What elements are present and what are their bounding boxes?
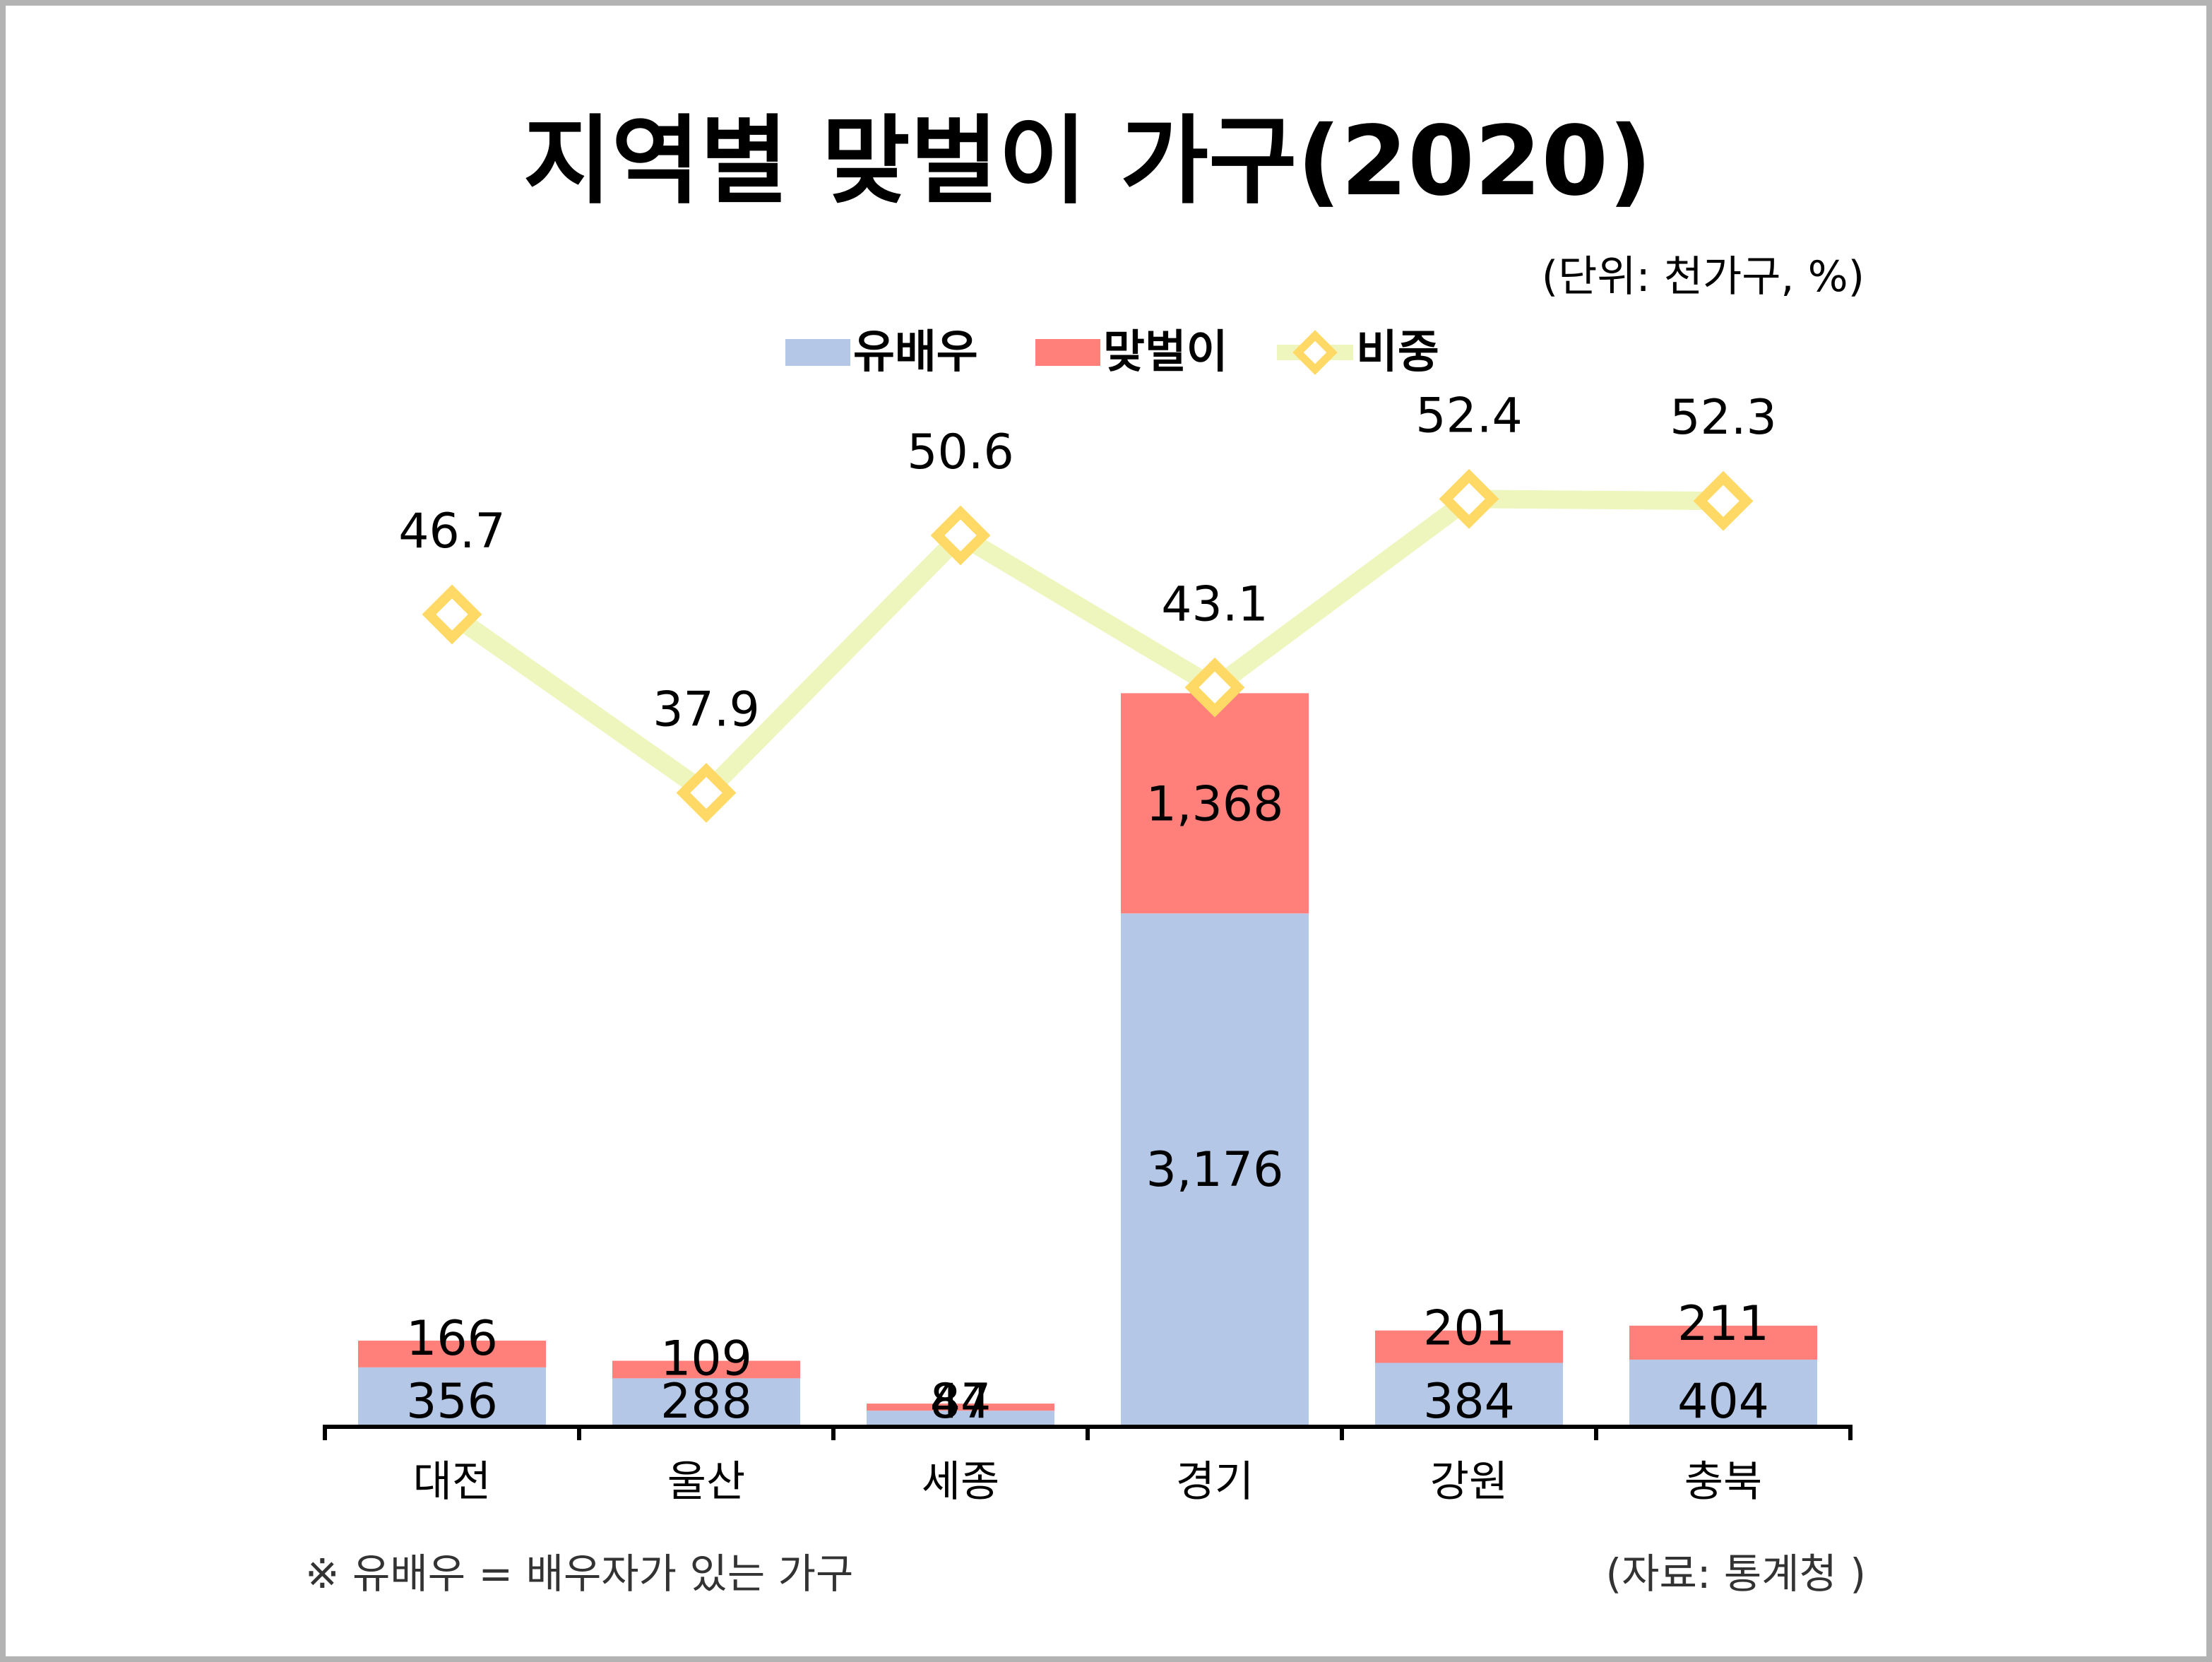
label-dual-income-0: 166 xyxy=(406,1311,498,1367)
share-label-5: 52.3 xyxy=(1670,390,1776,446)
x-tick-label-5: 충북 xyxy=(1684,1457,1762,1507)
label-dual-income-1: 109 xyxy=(660,1331,752,1387)
label-dual-income-5: 211 xyxy=(1677,1296,1769,1352)
share-marker-5 xyxy=(1693,470,1754,531)
unit-label: (단위: 천가구, %) xyxy=(1542,252,1865,302)
label-dual-income-3: 1,368 xyxy=(1146,776,1284,832)
legend-label-share: 비중 xyxy=(1356,326,1439,379)
bar-married-2 xyxy=(867,1411,1054,1425)
share-label-0: 46.7 xyxy=(398,504,505,559)
label-married-1: 288 xyxy=(660,1374,752,1430)
share-marker-1 xyxy=(676,763,737,823)
bar-married-1 xyxy=(612,1378,800,1425)
legend-label-dual-income: 맞벌이 xyxy=(1103,326,1228,379)
bar-dual-income-2 xyxy=(867,1403,1054,1411)
label-married-5: 404 xyxy=(1677,1374,1769,1430)
x-tick-label-0: 대전 xyxy=(413,1457,491,1507)
chart-title: 지역별 맞벌이 가구(2020) xyxy=(523,106,1652,218)
bar-dual-income-4 xyxy=(1375,1330,1563,1363)
bar-dual-income-3 xyxy=(1121,693,1309,914)
bar-dual-income-5 xyxy=(1629,1325,1817,1360)
label-married-2: 87 xyxy=(930,1374,992,1430)
bar-married-3 xyxy=(1121,913,1309,1425)
legend-swatch-dual-income xyxy=(1035,339,1100,366)
legend-label-married: 유배우 xyxy=(853,326,978,379)
share-label-1: 37.9 xyxy=(653,682,759,737)
x-tick-label-1: 울산 xyxy=(667,1457,745,1507)
bar-dual-income-1 xyxy=(612,1360,800,1379)
legend: 유배우 맞벌이 비중 xyxy=(785,326,1439,379)
footnote: ※ 유배우 = 배우자가 있는 가구 xyxy=(305,1550,853,1598)
label-dual-income-2: 44 xyxy=(930,1374,992,1430)
share-marker-2 xyxy=(930,505,991,566)
bar-married-5 xyxy=(1629,1359,1817,1425)
x-axis: 대전 울산 세종 경기 강원 충북 xyxy=(323,1425,1853,1507)
x-tick-label-3: 경기 xyxy=(1176,1457,1254,1507)
share-line-layer: 46.7 37.9 50.6 43.1 52.4 52.3 xyxy=(398,388,1777,823)
share-marker-4 xyxy=(1439,468,1499,529)
label-married-0: 356 xyxy=(406,1374,498,1430)
share-label-3: 43.1 xyxy=(1161,576,1268,632)
bar-married-4 xyxy=(1375,1363,1563,1425)
share-line xyxy=(446,489,1724,802)
share-label-4: 52.4 xyxy=(1415,388,1522,444)
share-label-2: 50.6 xyxy=(907,425,1013,480)
legend-swatch-married xyxy=(785,339,850,366)
label-married-3: 3,176 xyxy=(1146,1142,1284,1198)
share-marker-0 xyxy=(422,584,482,645)
label-dual-income-4: 201 xyxy=(1423,1301,1515,1357)
legend-marker-share xyxy=(1292,330,1338,375)
share-marker-3 xyxy=(1184,657,1245,718)
bar-dual-income-0 xyxy=(358,1341,546,1367)
source-note: (자료: 통계청 ) xyxy=(1606,1550,1866,1598)
label-married-4: 384 xyxy=(1423,1374,1515,1430)
x-tick-label-4: 강원 xyxy=(1430,1457,1508,1507)
x-tick-label-2: 세종 xyxy=(922,1457,999,1507)
bar-married-0 xyxy=(358,1367,546,1425)
